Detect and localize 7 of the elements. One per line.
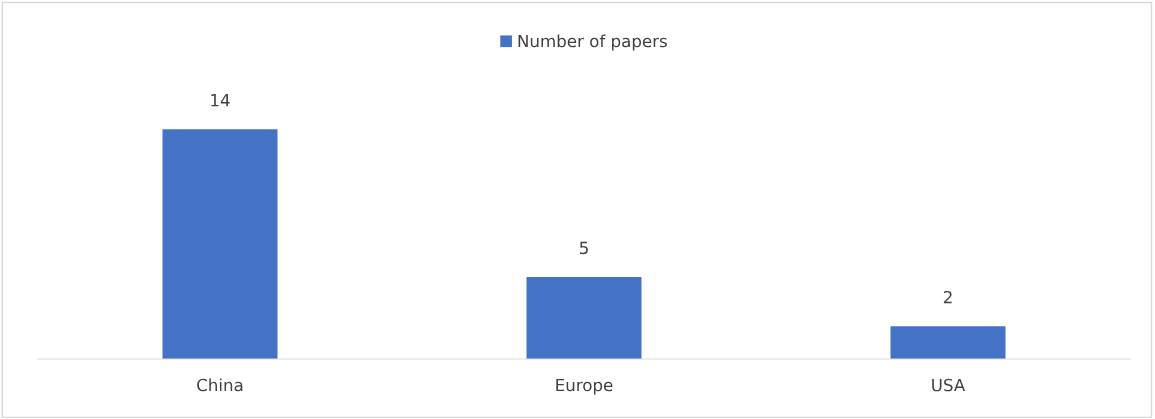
x-tick-label: China [197,378,243,392]
data-label: 5 [579,241,588,255]
data-label: 2 [943,290,952,304]
x-tick-label: USA [932,378,966,392]
data-label: 14 [211,94,230,107]
x-tick-label: Europe [556,378,613,395]
legend-label: Number of papers [518,34,667,51]
